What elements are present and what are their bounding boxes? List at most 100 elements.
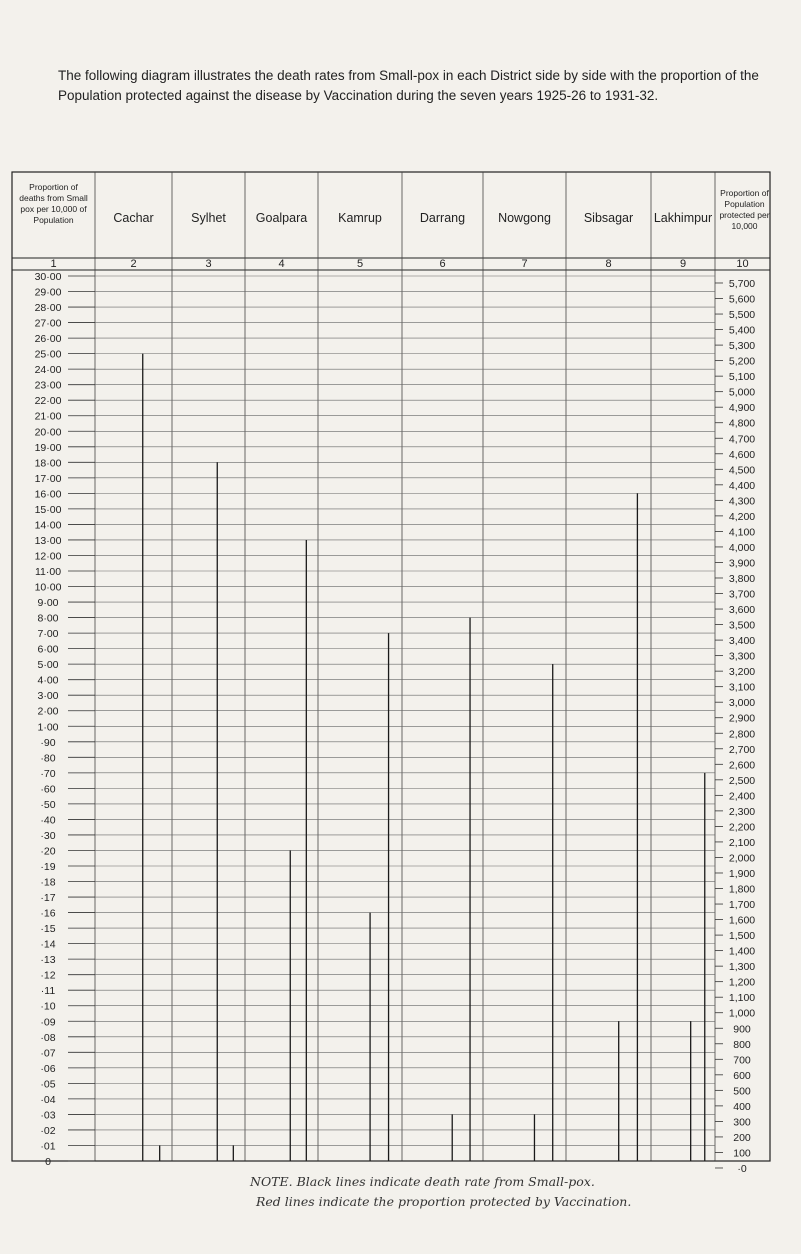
right-tick-label: 3,300 xyxy=(729,651,755,663)
right-tick-label: 1,700 xyxy=(729,899,755,911)
left-tick-label: 22·00 xyxy=(35,395,62,407)
right-tick-label: 5,300 xyxy=(729,340,755,352)
left-tick-label: 12·00 xyxy=(35,550,62,562)
chart-note: NOTE. Black lines indicate death rate fr… xyxy=(250,1172,770,1212)
right-tick-label: 2,900 xyxy=(729,713,755,725)
column-number: 8 xyxy=(605,258,611,270)
right-tick-label: 3,700 xyxy=(729,589,755,601)
left-tick-label: ·11 xyxy=(41,985,56,997)
right-axis-title: Proportion of Population protected per 10,0… xyxy=(719,188,769,231)
district-label-cachar: Cachar xyxy=(113,211,153,225)
note-black-lines: NOTE. Black lines indicate death rate fr… xyxy=(250,1174,595,1189)
right-tick-label: 2,000 xyxy=(729,852,755,864)
column-number: 4 xyxy=(278,258,284,270)
right-tick-label: 4,000 xyxy=(729,542,755,554)
left-tick-label: 7·00 xyxy=(37,628,58,640)
right-tick-label: 3,000 xyxy=(729,697,755,709)
right-tick-label: 4,700 xyxy=(729,433,755,445)
right-tick-label: 1,300 xyxy=(729,961,755,973)
left-tick-label: ·12 xyxy=(40,970,55,982)
right-tick-label: ·0 xyxy=(737,1163,746,1175)
district-label-kamrup: Kamrup xyxy=(338,211,382,225)
right-tick-label: 900 xyxy=(733,1023,751,1035)
left-tick-label: ·30 xyxy=(40,830,55,842)
left-tick-label: 8·00 xyxy=(37,613,58,625)
left-tick-label: 25·00 xyxy=(35,349,62,361)
right-tick-label: 600 xyxy=(733,1070,751,1082)
right-tick-label: 5,400 xyxy=(729,325,755,337)
right-tick-label: 1,900 xyxy=(729,868,755,880)
right-tick-label: 300 xyxy=(733,1116,751,1128)
left-tick-label: ·18 xyxy=(40,877,55,889)
left-tick-label: ·02 xyxy=(40,1125,55,1137)
left-tick-label: ·06 xyxy=(40,1063,55,1075)
right-tick-label: 1,000 xyxy=(729,1008,755,1020)
left-tick-label: 6·00 xyxy=(37,644,58,656)
left-tick-label: ·14 xyxy=(40,939,55,951)
left-tick-label: 28·00 xyxy=(35,302,62,314)
left-tick-label: ·50 xyxy=(40,799,55,811)
left-tick-label: 26·00 xyxy=(35,333,62,345)
district-label-sibsagar: Sibsagar xyxy=(584,211,633,225)
left-tick-label: 19·00 xyxy=(35,442,62,454)
left-tick-label: ·60 xyxy=(40,783,55,795)
column-number: 6 xyxy=(439,258,445,270)
left-tick-label: ·08 xyxy=(40,1032,55,1044)
left-tick-label: 29·00 xyxy=(35,287,62,299)
right-tick-label: 3,100 xyxy=(729,682,755,694)
left-tick-label: ·19 xyxy=(40,861,55,873)
chart-caption: The following diagram illustrates the de… xyxy=(58,68,759,103)
left-tick-label: 2·00 xyxy=(37,706,58,718)
left-tick-label: 27·00 xyxy=(35,318,62,330)
right-tick-label: 1,200 xyxy=(729,977,755,989)
left-tick-label: ·17 xyxy=(40,892,55,904)
right-tick-label: 1,600 xyxy=(729,915,755,927)
right-tick-label: 3,800 xyxy=(729,573,755,585)
right-tick-label: 800 xyxy=(733,1039,751,1051)
note-red-lines: Red lines indicate the proportion protec… xyxy=(256,1194,632,1209)
left-tick-label: 5·00 xyxy=(37,659,58,671)
right-tick-label: 4,500 xyxy=(729,464,755,476)
left-tick-label: 11·00 xyxy=(35,566,61,578)
left-tick-label: ·15 xyxy=(40,923,55,935)
left-tick-label: 24·00 xyxy=(35,364,62,376)
left-tick-label: 30·00 xyxy=(35,271,62,283)
left-tick-label: 14·00 xyxy=(35,519,62,531)
left-tick-label: 17·00 xyxy=(35,473,62,485)
right-tick-label: 4,300 xyxy=(729,495,755,507)
right-tick-label: 5,200 xyxy=(729,356,755,368)
right-tick-label: 5,600 xyxy=(729,294,755,306)
right-tick-label: 4,800 xyxy=(729,418,755,430)
left-tick-label: ·01 xyxy=(40,1140,55,1152)
chart-frame xyxy=(11,171,771,1162)
left-tick-label: 18·00 xyxy=(35,457,62,469)
left-tick-label: ·13 xyxy=(40,954,55,966)
left-tick-label: ·07 xyxy=(40,1047,55,1059)
left-tick-label: 13·00 xyxy=(35,535,62,547)
right-tick-label: 2,700 xyxy=(729,744,755,756)
right-tick-label: 5,100 xyxy=(729,371,755,383)
right-tick-label: 4,900 xyxy=(729,402,755,414)
left-tick-label: 4·00 xyxy=(37,675,58,687)
left-tick-label: 21·00 xyxy=(35,411,62,423)
left-tick-label: ·70 xyxy=(40,768,55,780)
right-tick-label: 3,600 xyxy=(729,604,755,616)
right-tick-label: 500 xyxy=(733,1085,751,1097)
column-number: 7 xyxy=(521,258,527,270)
left-tick-label: 20·00 xyxy=(35,426,62,438)
district-label-sylhet: Sylhet xyxy=(191,211,226,225)
left-tick-label: ·80 xyxy=(40,752,55,764)
right-tick-label: 100 xyxy=(733,1147,751,1159)
right-tick-label: 1,500 xyxy=(729,930,755,942)
left-tick-label: 3·00 xyxy=(37,690,58,702)
right-tick-label: 4,400 xyxy=(729,480,755,492)
column-number: 9 xyxy=(680,258,686,270)
left-tick-label: ·05 xyxy=(40,1078,55,1090)
left-tick-label: ·16 xyxy=(40,908,55,920)
right-tick-label: 1,100 xyxy=(729,992,755,1004)
right-tick-label: 4,600 xyxy=(729,449,755,461)
left-tick-label: ·04 xyxy=(40,1094,55,1106)
left-tick-label: ·10 xyxy=(40,1001,55,1013)
